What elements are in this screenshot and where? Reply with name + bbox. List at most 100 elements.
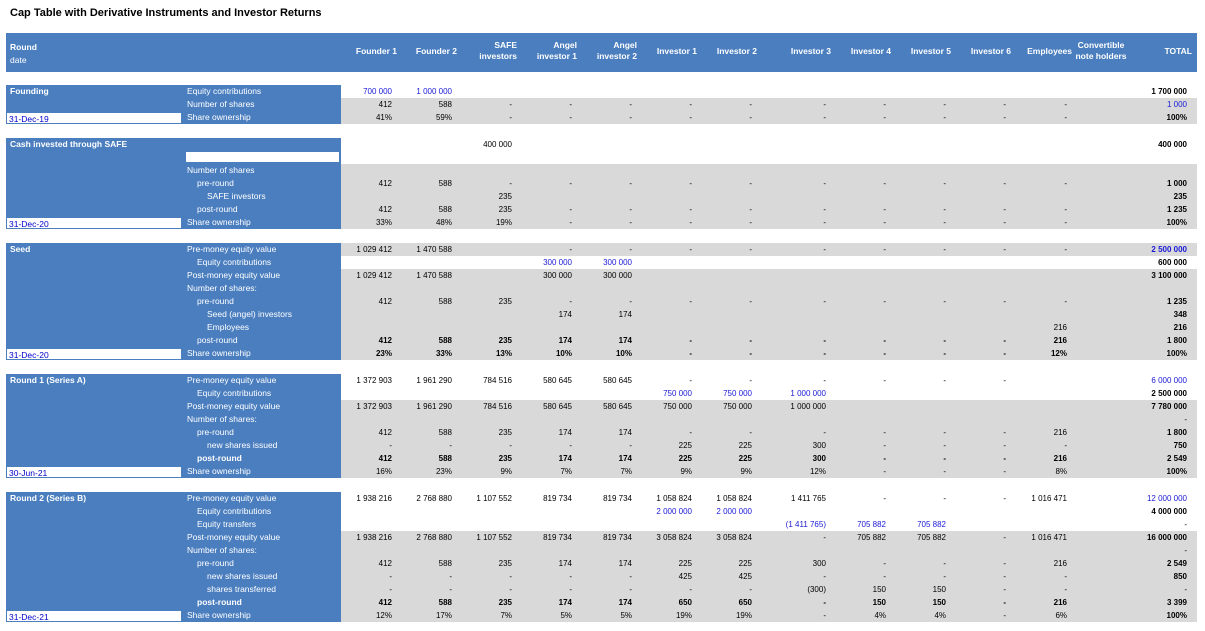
table-cell[interactable]: 216: [1173, 323, 1187, 332]
table-cell[interactable]: 588: [438, 454, 452, 463]
table-cell[interactable]: 588: [438, 598, 452, 607]
table-cell[interactable]: -: [689, 376, 692, 385]
table-cell[interactable]: -: [749, 376, 752, 385]
table-cell[interactable]: 705 882: [857, 533, 886, 542]
table-cell[interactable]: 580 645: [603, 376, 632, 385]
table-cell[interactable]: -: [1003, 559, 1006, 568]
table-cell[interactable]: -: [1003, 205, 1006, 214]
table-cell[interactable]: 1 058 824: [656, 494, 692, 503]
table-cell[interactable]: 33%: [375, 218, 392, 227]
table-cell[interactable]: 2 768 880: [416, 533, 452, 542]
table-cell[interactable]: -: [823, 113, 826, 122]
table-cell[interactable]: -: [943, 467, 946, 476]
table-cell[interactable]: -: [569, 113, 572, 122]
table-cell[interactable]: -: [823, 598, 826, 607]
table-cell[interactable]: -: [943, 179, 946, 188]
table-cell[interactable]: 4%: [934, 611, 946, 620]
table-cell[interactable]: 13%: [495, 349, 512, 358]
table-cell[interactable]: 750: [1173, 441, 1187, 450]
table-cell[interactable]: -: [389, 585, 392, 594]
table-cell[interactable]: 300 000: [543, 258, 572, 267]
table-cell[interactable]: -: [1064, 441, 1067, 450]
table-cell[interactable]: -: [883, 100, 886, 109]
table-cell[interactable]: -: [1003, 179, 1006, 188]
table-cell[interactable]: 1 016 471: [1031, 494, 1067, 503]
table-cell[interactable]: 59%: [435, 113, 452, 122]
table-cell[interactable]: 2 768 880: [416, 494, 452, 503]
table-cell[interactable]: 12 000 000: [1146, 494, 1187, 503]
table-cell[interactable]: 1 938 216: [356, 494, 392, 503]
section-date-cell[interactable]: 31-Dec-20: [6, 348, 182, 360]
table-cell[interactable]: -: [389, 572, 392, 581]
table-cell[interactable]: 412: [378, 179, 392, 188]
table-cell[interactable]: 1 016 471: [1031, 533, 1067, 542]
table-cell[interactable]: -: [823, 100, 826, 109]
table-cell[interactable]: -: [1003, 376, 1006, 385]
table-cell[interactable]: 2 500 000: [1151, 389, 1187, 398]
table-cell[interactable]: -: [883, 297, 886, 306]
table-cell[interactable]: -: [1064, 245, 1067, 254]
table-cell[interactable]: 1 470 588: [416, 271, 452, 280]
table-cell[interactable]: -: [1064, 100, 1067, 109]
table-cell[interactable]: 225: [738, 559, 752, 568]
table-cell[interactable]: -: [883, 494, 886, 503]
table-cell[interactable]: 425: [738, 572, 752, 581]
table-cell[interactable]: -: [1184, 546, 1187, 555]
table-cell[interactable]: -: [1003, 218, 1006, 227]
table-cell[interactable]: -: [883, 245, 886, 254]
table-cell[interactable]: -: [1003, 533, 1006, 542]
table-cell[interactable]: -: [823, 572, 826, 581]
table-cell[interactable]: -: [689, 428, 692, 437]
table-cell[interactable]: -: [569, 100, 572, 109]
table-cell[interactable]: 7%: [500, 611, 512, 620]
table-cell[interactable]: -: [1003, 611, 1006, 620]
table-cell[interactable]: 1 470 588: [416, 245, 452, 254]
table-cell[interactable]: -: [1064, 585, 1067, 594]
table-cell[interactable]: 100%: [1166, 467, 1187, 476]
table-cell[interactable]: -: [883, 205, 886, 214]
table-cell[interactable]: 12%: [375, 611, 392, 620]
table-cell[interactable]: 150: [872, 598, 886, 607]
table-cell[interactable]: -: [689, 349, 692, 358]
table-cell[interactable]: -: [749, 349, 752, 358]
table-cell[interactable]: -: [883, 349, 886, 358]
table-cell[interactable]: -: [629, 179, 632, 188]
table-cell[interactable]: -: [883, 336, 886, 345]
table-cell[interactable]: 174: [618, 310, 632, 319]
table-cell[interactable]: 1 411 765: [791, 494, 826, 503]
table-cell[interactable]: -: [749, 297, 752, 306]
table-cell[interactable]: 300: [812, 441, 826, 450]
table-cell[interactable]: -: [883, 113, 886, 122]
table-cell[interactable]: -: [943, 559, 946, 568]
table-cell[interactable]: -: [449, 585, 452, 594]
table-cell[interactable]: 174: [558, 428, 572, 437]
table-cell[interactable]: -: [943, 100, 946, 109]
table-cell[interactable]: -: [689, 179, 692, 188]
table-cell[interactable]: -: [883, 441, 886, 450]
table-cell[interactable]: 412: [378, 454, 392, 463]
table-cell[interactable]: -: [689, 297, 692, 306]
table-cell[interactable]: -: [883, 572, 886, 581]
section-date-cell[interactable]: 31-Dec-21: [6, 610, 182, 622]
table-cell[interactable]: 150: [932, 598, 946, 607]
table-cell[interactable]: 10%: [555, 349, 572, 358]
table-cell[interactable]: -: [749, 113, 752, 122]
table-cell[interactable]: -: [1003, 585, 1006, 594]
table-cell[interactable]: -: [1064, 205, 1067, 214]
table-cell[interactable]: 235: [498, 205, 512, 214]
table-cell[interactable]: 19%: [675, 611, 692, 620]
table-cell[interactable]: 750 000: [663, 402, 692, 411]
table-cell[interactable]: 1 800: [1166, 336, 1187, 345]
table-cell[interactable]: -: [1064, 179, 1067, 188]
table-cell[interactable]: 412: [378, 100, 392, 109]
table-cell[interactable]: 6 000 000: [1151, 376, 1187, 385]
table-cell[interactable]: -: [1003, 598, 1006, 607]
table-cell[interactable]: 3 058 824: [716, 533, 752, 542]
table-cell[interactable]: -: [509, 585, 512, 594]
table-cell[interactable]: -: [1003, 454, 1006, 463]
table-cell[interactable]: -: [509, 572, 512, 581]
table-cell[interactable]: 412: [378, 559, 392, 568]
table-cell[interactable]: -: [1064, 297, 1067, 306]
table-cell[interactable]: 2 000 000: [656, 507, 692, 516]
table-cell[interactable]: 7%: [560, 467, 572, 476]
